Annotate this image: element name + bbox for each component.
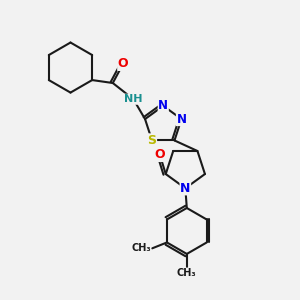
Text: S: S — [148, 134, 157, 147]
Text: NH: NH — [124, 94, 142, 104]
Text: O: O — [118, 57, 128, 70]
Text: O: O — [154, 148, 165, 161]
Text: N: N — [180, 182, 190, 195]
Text: CH₃: CH₃ — [131, 243, 151, 253]
Text: N: N — [176, 112, 187, 126]
Text: N: N — [158, 99, 168, 112]
Text: CH₃: CH₃ — [177, 268, 197, 278]
